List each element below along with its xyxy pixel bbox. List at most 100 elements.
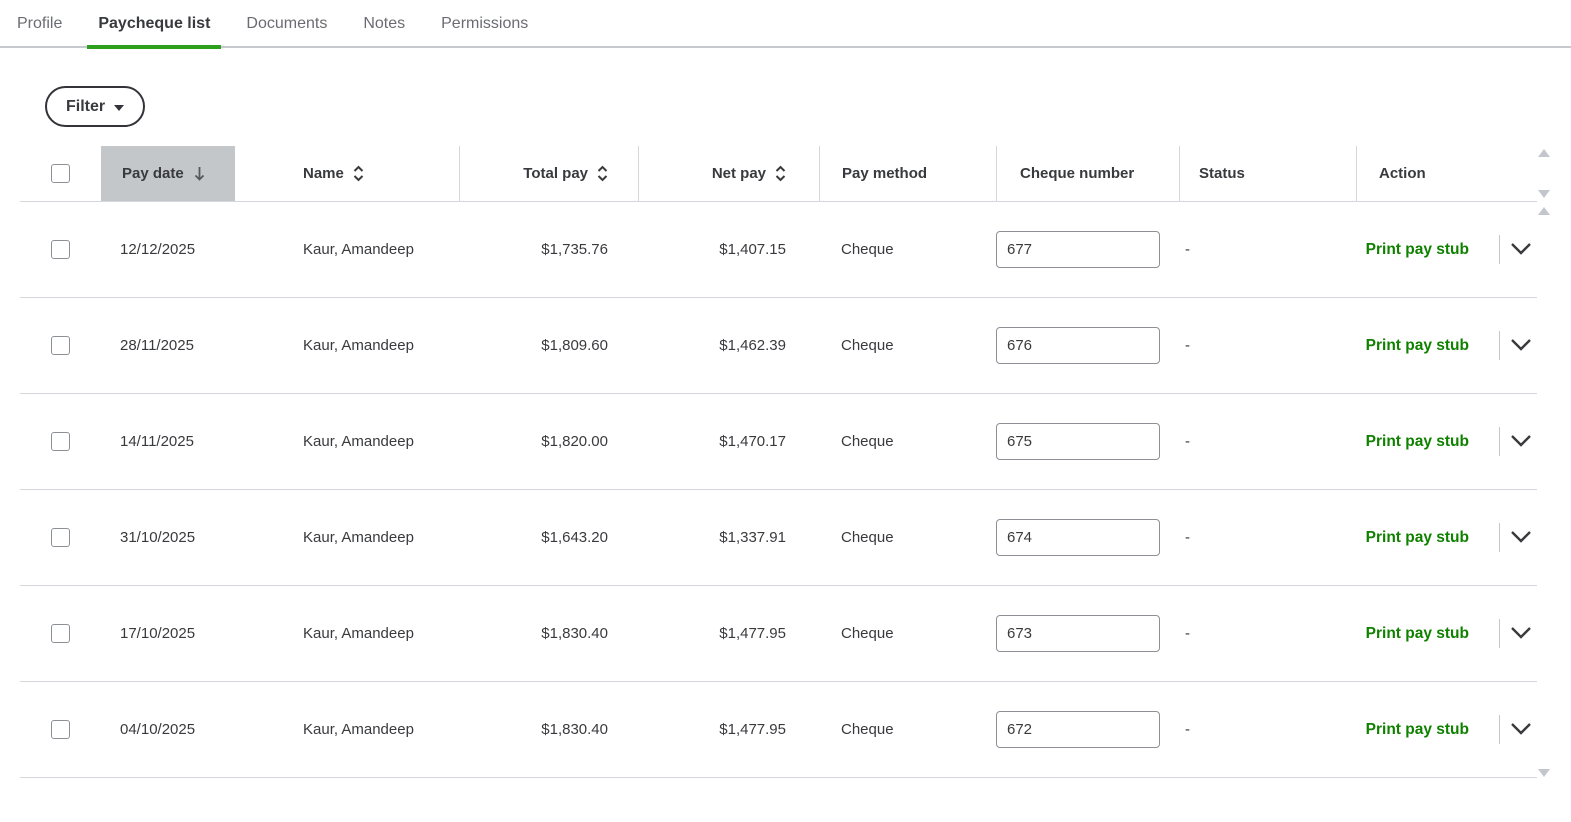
print-pay-stub-link[interactable]: Print pay stub [1365, 240, 1469, 258]
name-value: Kaur, Amandeep [303, 625, 414, 642]
cheque-number-input[interactable] [996, 231, 1160, 268]
cheque-number-cell [996, 298, 1179, 393]
row-actions-menu-button[interactable] [1510, 430, 1532, 454]
status-cell: - [1179, 490, 1356, 585]
pay-date-value: 17/10/2025 [120, 625, 196, 642]
tab-bar: Profile Paycheque list Documents Notes P… [0, 0, 1571, 49]
chevron-down-icon [1510, 242, 1532, 258]
cheque-number-input[interactable] [996, 519, 1160, 556]
name-value: Kaur, Amandeep [303, 721, 414, 738]
net-pay-cell: $1,470.17 [638, 394, 819, 489]
table-row: 31/10/2025 Kaur, Amandeep $1,643.20 $1,3… [20, 490, 1537, 586]
table-header-row: Pay date Name Total pay Net pay Pay meth… [20, 146, 1537, 202]
select-all-cell [20, 146, 101, 201]
row-checkbox[interactable] [51, 528, 70, 547]
tab-notes[interactable]: Notes [363, 15, 406, 32]
body-scroll-down-icon[interactable] [1538, 769, 1550, 777]
name-value: Kaur, Amandeep [303, 529, 414, 546]
row-actions-menu-button[interactable] [1510, 238, 1532, 262]
row-actions-menu-button[interactable] [1510, 718, 1532, 742]
header-pay-date[interactable]: Pay date [101, 146, 235, 201]
sort-icon [353, 165, 364, 182]
name-value: Kaur, Amandeep [303, 241, 414, 258]
pay-date-value: 28/11/2025 [120, 337, 194, 354]
table-row: 14/11/2025 Kaur, Amandeep $1,820.00 $1,4… [20, 394, 1537, 490]
header-action-label: Action [1379, 165, 1426, 182]
print-pay-stub-link[interactable]: Print pay stub [1365, 336, 1469, 354]
body-scroll-up-icon[interactable] [1538, 207, 1550, 215]
pay-date-cell: 04/10/2025 [101, 682, 235, 777]
name-cell: Kaur, Amandeep [235, 298, 459, 393]
header-net-pay[interactable]: Net pay [638, 146, 819, 201]
header-pay-method: Pay method [819, 146, 996, 201]
status-value: - [1185, 241, 1190, 258]
filter-button[interactable]: Filter [45, 86, 146, 127]
status-cell: - [1179, 298, 1356, 393]
row-actions-menu-button[interactable] [1510, 526, 1532, 550]
header-status-label: Status [1199, 165, 1245, 182]
pay-method-cell: Cheque [819, 490, 996, 585]
pay-date-value: 04/10/2025 [120, 721, 196, 738]
tab-paycheque-list[interactable]: Paycheque list [87, 15, 222, 49]
total-pay-cell: $1,830.40 [459, 682, 638, 777]
row-actions-menu-button[interactable] [1510, 334, 1532, 358]
total-pay-value: $1,820.00 [541, 433, 608, 450]
header-pay-date-label: Pay date [122, 165, 184, 182]
sort-icon [775, 165, 786, 182]
header-scroll-down-icon[interactable] [1538, 190, 1550, 198]
net-pay-value: $1,462.39 [719, 337, 786, 354]
cheque-number-input[interactable] [996, 711, 1160, 748]
print-pay-stub-link[interactable]: Print pay stub [1365, 624, 1469, 642]
cheque-number-input[interactable] [996, 615, 1160, 652]
pay-date-value: 31/10/2025 [120, 529, 196, 546]
header-scroll-up-icon[interactable] [1538, 149, 1550, 157]
pay-date-value: 14/11/2025 [120, 433, 194, 450]
action-cell: Print pay stub [1356, 586, 1537, 681]
status-value: - [1185, 625, 1190, 642]
select-all-checkbox[interactable] [51, 164, 70, 183]
action-divider [1499, 427, 1500, 456]
print-pay-stub-link[interactable]: Print pay stub [1365, 528, 1469, 546]
tab-profile[interactable]: Profile [17, 15, 63, 32]
total-pay-value: $1,830.40 [541, 721, 608, 738]
cheque-number-cell [996, 586, 1179, 681]
status-cell: - [1179, 202, 1356, 297]
row-checkbox[interactable] [51, 624, 70, 643]
cheque-number-input[interactable] [996, 423, 1160, 460]
row-checkbox[interactable] [51, 336, 70, 355]
net-pay-value: $1,337.91 [719, 529, 786, 546]
action-divider [1499, 715, 1500, 744]
net-pay-value: $1,477.95 [719, 721, 786, 738]
name-cell: Kaur, Amandeep [235, 490, 459, 585]
print-pay-stub-link[interactable]: Print pay stub [1365, 432, 1469, 450]
total-pay-value: $1,830.40 [541, 625, 608, 642]
header-total-pay[interactable]: Total pay [459, 146, 638, 201]
row-select-cell [20, 202, 101, 297]
status-value: - [1185, 433, 1190, 450]
total-pay-cell: $1,643.20 [459, 490, 638, 585]
action-cell: Print pay stub [1356, 490, 1537, 585]
header-name[interactable]: Name [235, 146, 459, 201]
row-checkbox[interactable] [51, 240, 70, 259]
name-value: Kaur, Amandeep [303, 337, 414, 354]
net-pay-value: $1,477.95 [719, 625, 786, 642]
table-row: 04/10/2025 Kaur, Amandeep $1,830.40 $1,4… [20, 682, 1537, 778]
name-cell: Kaur, Amandeep [235, 202, 459, 297]
chevron-down-icon [1510, 434, 1532, 450]
row-select-cell [20, 586, 101, 681]
pay-method-cell: Cheque [819, 394, 996, 489]
tab-permissions[interactable]: Permissions [441, 15, 529, 32]
row-actions-menu-button[interactable] [1510, 622, 1532, 646]
cheque-number-cell [996, 202, 1179, 297]
net-pay-cell: $1,462.39 [638, 298, 819, 393]
filter-button-label: Filter [66, 97, 106, 115]
row-checkbox[interactable] [51, 720, 70, 739]
chevron-down-icon [1510, 338, 1532, 354]
row-select-cell [20, 394, 101, 489]
cheque-number-input[interactable] [996, 327, 1160, 364]
status-value: - [1185, 721, 1190, 738]
tab-documents[interactable]: Documents [246, 15, 328, 32]
pay-method-cell: Cheque [819, 298, 996, 393]
row-checkbox[interactable] [51, 432, 70, 451]
print-pay-stub-link[interactable]: Print pay stub [1365, 720, 1469, 738]
